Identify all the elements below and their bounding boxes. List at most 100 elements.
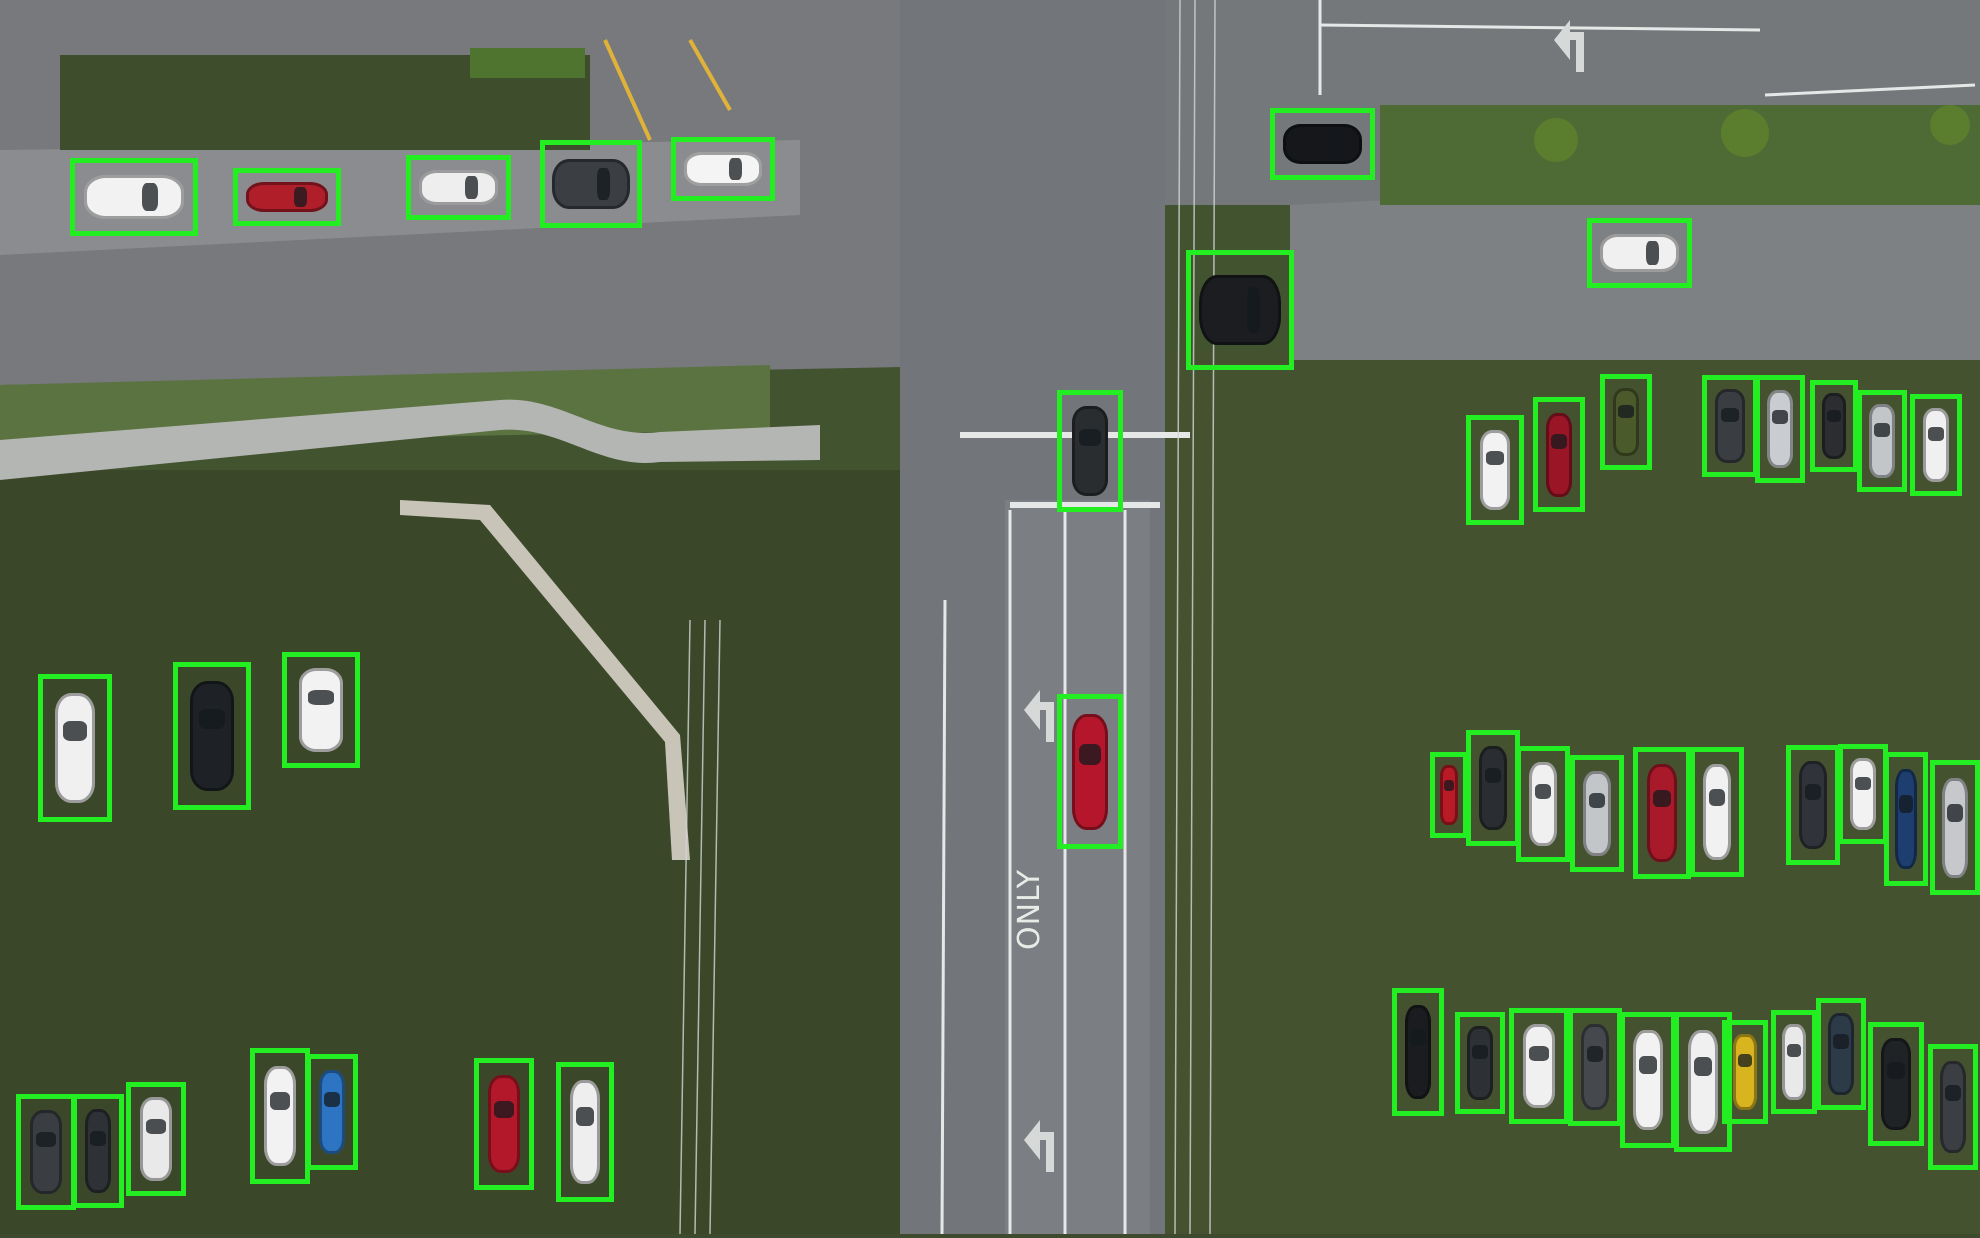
vehicle-windshield (1721, 408, 1739, 422)
vehicle-windshield (141, 183, 158, 211)
vehicle (30, 1109, 62, 1195)
vehicle (1715, 389, 1745, 463)
vehicle-detection-box (1755, 375, 1805, 483)
vehicle-windshield (597, 168, 610, 200)
vehicle-windshield (1529, 1045, 1549, 1061)
vehicle-detection-box (1816, 998, 1866, 1110)
vehicle-windshield (1550, 434, 1568, 450)
vehicle-detection-box (1568, 1008, 1622, 1126)
vehicle-detection-box (1466, 730, 1520, 846)
vehicle (1282, 124, 1363, 164)
vehicle-detection-box (1690, 747, 1744, 877)
vehicle-detection-box (1466, 415, 1524, 525)
vehicle-windshield (729, 157, 742, 181)
vehicle-detection-box (1722, 1020, 1768, 1124)
vehicle (1404, 1004, 1432, 1100)
vehicle-detection-box (1509, 1008, 1569, 1124)
vehicle (1545, 412, 1573, 497)
vehicle (264, 1065, 296, 1167)
vehicle-windshield (1693, 1057, 1713, 1076)
vehicle-detection-box (556, 1062, 614, 1202)
vehicle (1687, 1030, 1719, 1134)
vehicle-windshield (1588, 792, 1606, 809)
vehicle-detection-box (1057, 390, 1123, 512)
vehicle-detection-box (1270, 108, 1375, 180)
vehicle-detection-box (1430, 752, 1468, 838)
vehicle-windshield (1652, 789, 1672, 808)
vehicle-detection-box (126, 1082, 186, 1196)
vehicle-windshield (1887, 1062, 1905, 1079)
vehicle-detection-box (671, 137, 775, 201)
vehicle (1478, 745, 1508, 831)
vehicle (1467, 1026, 1493, 1100)
vehicle-detection-box (1857, 390, 1907, 492)
vehicle-detection-box (1392, 988, 1444, 1116)
vehicle-windshield (323, 1091, 341, 1107)
vehicle-windshield (89, 1131, 107, 1146)
vehicle-detection-box (250, 1048, 310, 1184)
vehicle-detection-box (406, 155, 511, 220)
vehicle-detection-box (173, 662, 251, 810)
vehicle (683, 151, 763, 187)
vehicle (1612, 387, 1640, 457)
vehicle-detection-box (16, 1094, 76, 1210)
vehicle-windshield (1945, 1084, 1961, 1102)
vehicle-detection-box (1620, 1012, 1676, 1148)
vehicle (1479, 430, 1511, 510)
vehicle-detection-box (70, 158, 198, 236)
vehicle (1942, 777, 1968, 878)
vehicle (1828, 1013, 1854, 1095)
vehicle (84, 1109, 112, 1193)
vehicle-windshield (1484, 767, 1502, 783)
vehicle (84, 175, 184, 219)
vehicle-windshield (1617, 405, 1635, 418)
vehicle-detection-box (1930, 760, 1980, 895)
vehicle (1940, 1060, 1966, 1154)
vehicle-windshield (1409, 1029, 1427, 1047)
vehicle-windshield (1079, 743, 1101, 765)
vehicle-windshield (1586, 1046, 1604, 1062)
vehicle-detection-box (1533, 397, 1585, 512)
vehicle-windshield (1472, 1045, 1488, 1059)
vehicle-windshield (1899, 795, 1913, 814)
vehicle (1072, 406, 1108, 496)
lane-marking-only-text: ONLY (1012, 868, 1047, 950)
vehicle-detection-box (1600, 374, 1652, 470)
vehicle-windshield (146, 1119, 166, 1134)
vehicle-windshield (293, 187, 307, 207)
vehicle (1646, 764, 1678, 862)
vehicle-windshield (198, 709, 226, 730)
vehicle-windshield (1328, 131, 1342, 157)
vehicle (1072, 713, 1108, 830)
vehicle (54, 692, 96, 804)
vehicle-detection-box (1633, 747, 1691, 879)
vehicle (1582, 770, 1612, 857)
vehicle (569, 1080, 601, 1184)
vehicle-detection-box (1771, 1010, 1817, 1114)
vehicle-detection-box (306, 1054, 358, 1170)
vehicle-windshield (464, 176, 478, 199)
vehicle-detection-box (1455, 1012, 1505, 1114)
vehicle (1599, 233, 1680, 273)
vehicle-windshield (1855, 776, 1871, 790)
vehicle-windshield (575, 1107, 595, 1126)
vehicle-windshield (1645, 240, 1659, 266)
vehicle-detection-box (1910, 394, 1962, 496)
vehicle-windshield (1534, 783, 1552, 799)
vehicle-detection-box (1587, 218, 1692, 288)
vehicle-windshield (1485, 450, 1505, 466)
vehicle (1633, 1029, 1663, 1131)
vehicle (1198, 274, 1282, 346)
vehicle-detection-box (1884, 752, 1928, 886)
vehicle-detection-box (282, 652, 360, 768)
vehicle-windshield (270, 1091, 290, 1110)
vehicle-detection-box (1674, 1012, 1732, 1152)
vehicle (1528, 761, 1558, 847)
vehicle-detection-box (1810, 380, 1858, 472)
vehicle-detection-box (1868, 1022, 1924, 1146)
vehicle-detection-box (1838, 744, 1888, 844)
vehicle-windshield (1246, 287, 1260, 333)
vehicle-windshield (1874, 423, 1890, 437)
vehicle-windshield (62, 721, 88, 742)
vehicle-windshield (1787, 1043, 1801, 1058)
